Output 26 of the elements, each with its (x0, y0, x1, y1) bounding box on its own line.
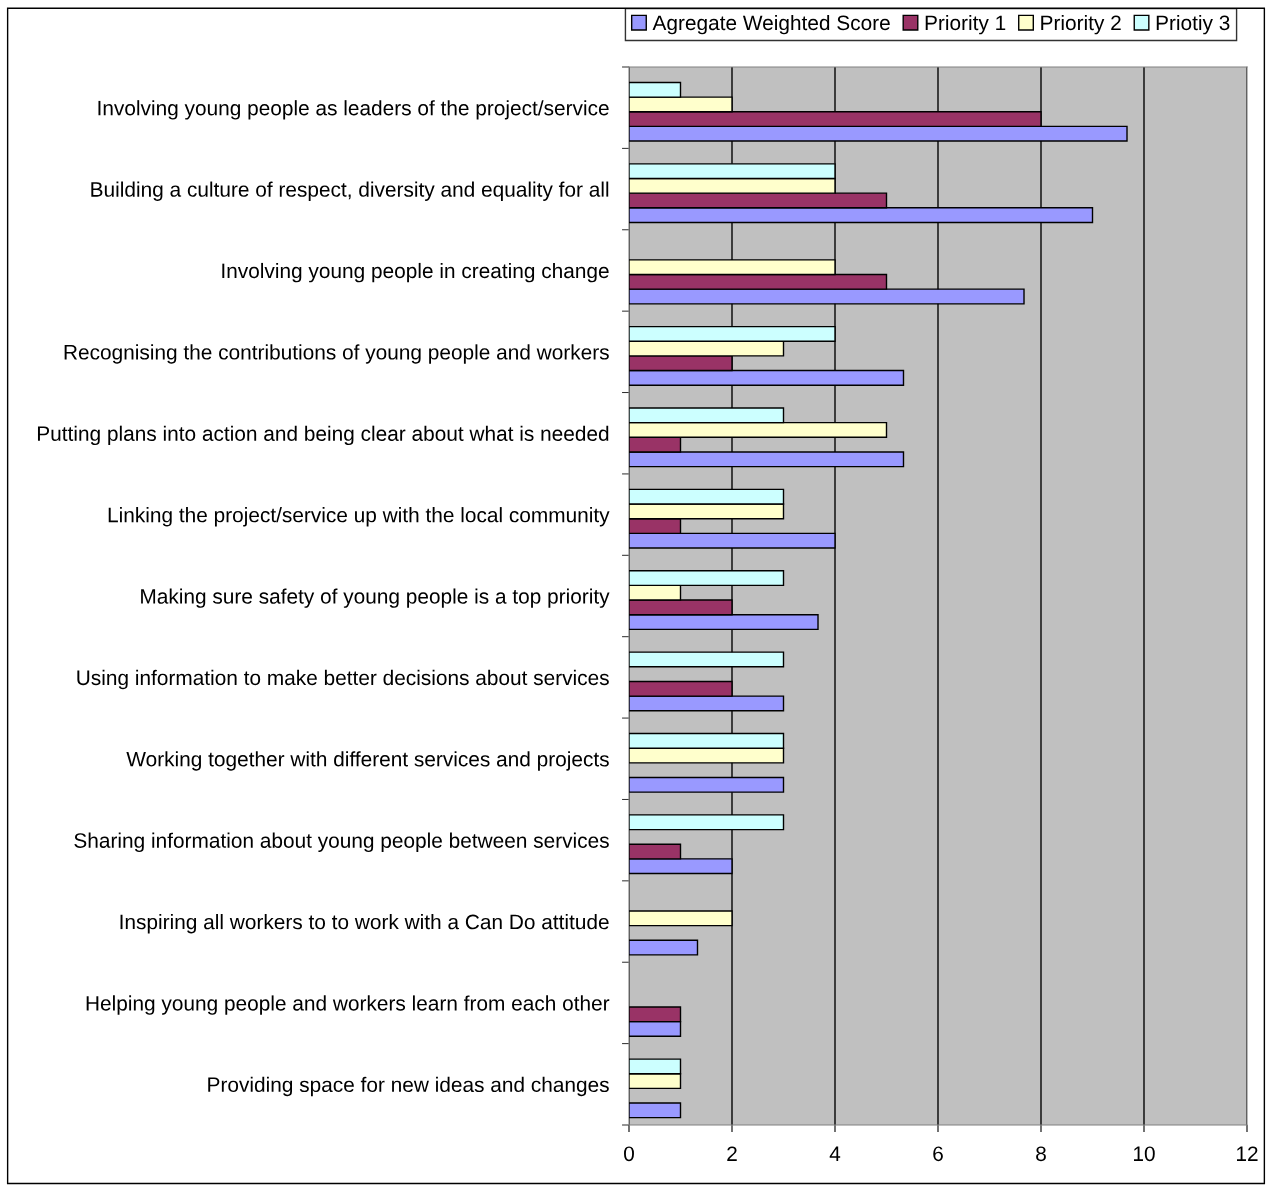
y-tick-label: Linking the project/service up with the local community (108, 507, 610, 527)
y-tick-label: Involving young people as leaders of the project/service (98, 100, 609, 120)
y-tick-label: Sharing information about young people between services (74, 832, 609, 853)
bar (629, 939, 699, 956)
y-tick-label: Helping young people and workers learn from each other (86, 995, 610, 1015)
y-tick-label: Recognising the contributions of young people and workers (64, 344, 609, 364)
y-tick-label: Putting plans into action and being clear about what is needed (37, 425, 609, 446)
x-tick-label: 10 (1134, 1146, 1155, 1162)
y-tick-label: Involving young people in creating change (222, 262, 609, 283)
legend-label: Priotiy 3 (1156, 14, 1230, 35)
legend-label: Priority 1 (925, 14, 1006, 35)
y-tick-label: Building a culture of respect, diversity and equality for all (91, 181, 609, 201)
y-tick-label: Providing space for new ideas and changes (208, 1076, 609, 1097)
y-tick-label: Making sure safety of young people is a top priority (141, 588, 610, 608)
legend-label: Agregate Weighted Score (652, 14, 890, 35)
x-tick-label: 2 (727, 1146, 737, 1161)
x-tick-label: 8 (1036, 1146, 1046, 1162)
bar (629, 1102, 682, 1119)
x-tick-label: 0 (624, 1146, 634, 1162)
y-tick-label: Using information to make better decisions about services (77, 669, 609, 690)
legend-label: Priority 2 (1041, 14, 1121, 35)
x-tick-label: 6 (933, 1146, 943, 1162)
y-tick-label: Working together with different services and projects (126, 751, 609, 771)
y-tick-label: Inspiring all workers to to work with a Can Do attitude (120, 913, 609, 934)
x-tick-label: 12 (1237, 1146, 1258, 1161)
x-tick-label: 4 (829, 1146, 841, 1161)
